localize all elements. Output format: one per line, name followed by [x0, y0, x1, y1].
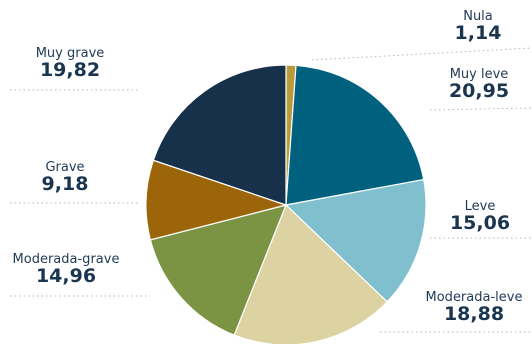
label-nula: Nula 1,14	[450, 10, 506, 43]
leader-line	[429, 107, 532, 111]
pie-slice-leve	[284, 178, 427, 303]
label-nula-name: Nula	[463, 9, 493, 24]
label-leve: Leve 15,06	[440, 200, 520, 233]
label-muy-grave-name: Muy grave	[35, 46, 105, 61]
label-moderada-grave: Moderada-grave 14,96	[4, 253, 128, 286]
label-leve-value: 15,06	[449, 212, 511, 234]
label-muy-leve-value: 20,95	[448, 80, 510, 102]
label-moderada-leve-value: 18,88	[443, 303, 505, 325]
label-leve-name: Leve	[464, 199, 496, 214]
label-muy-grave-value: 19,82	[39, 59, 101, 81]
label-moderada-grave-name: Moderada-grave	[12, 252, 120, 267]
pie-slice-muy-grave	[152, 64, 287, 206]
label-moderada-leve-name: Moderada-leve	[425, 290, 523, 305]
pie-slice-moderada-grave	[149, 204, 287, 336]
label-grave: Grave 9,18	[35, 161, 95, 194]
pie-slice-muy-leve	[285, 64, 425, 206]
label-moderada-leve: Moderada-leve 18,88	[418, 291, 530, 324]
label-muy-leve: Muy leve 20,95	[437, 68, 521, 101]
label-grave-value: 9,18	[41, 173, 89, 195]
label-moderada-grave-value: 14,96	[35, 265, 97, 287]
pie-slice-grave	[145, 159, 289, 241]
label-muy-leve-name: Muy leve	[449, 67, 509, 82]
label-muy-grave: Muy grave 19,82	[25, 47, 115, 80]
label-grave-name: Grave	[45, 160, 85, 175]
label-nula-value: 1,14	[454, 22, 502, 44]
leader-line	[311, 47, 532, 61]
